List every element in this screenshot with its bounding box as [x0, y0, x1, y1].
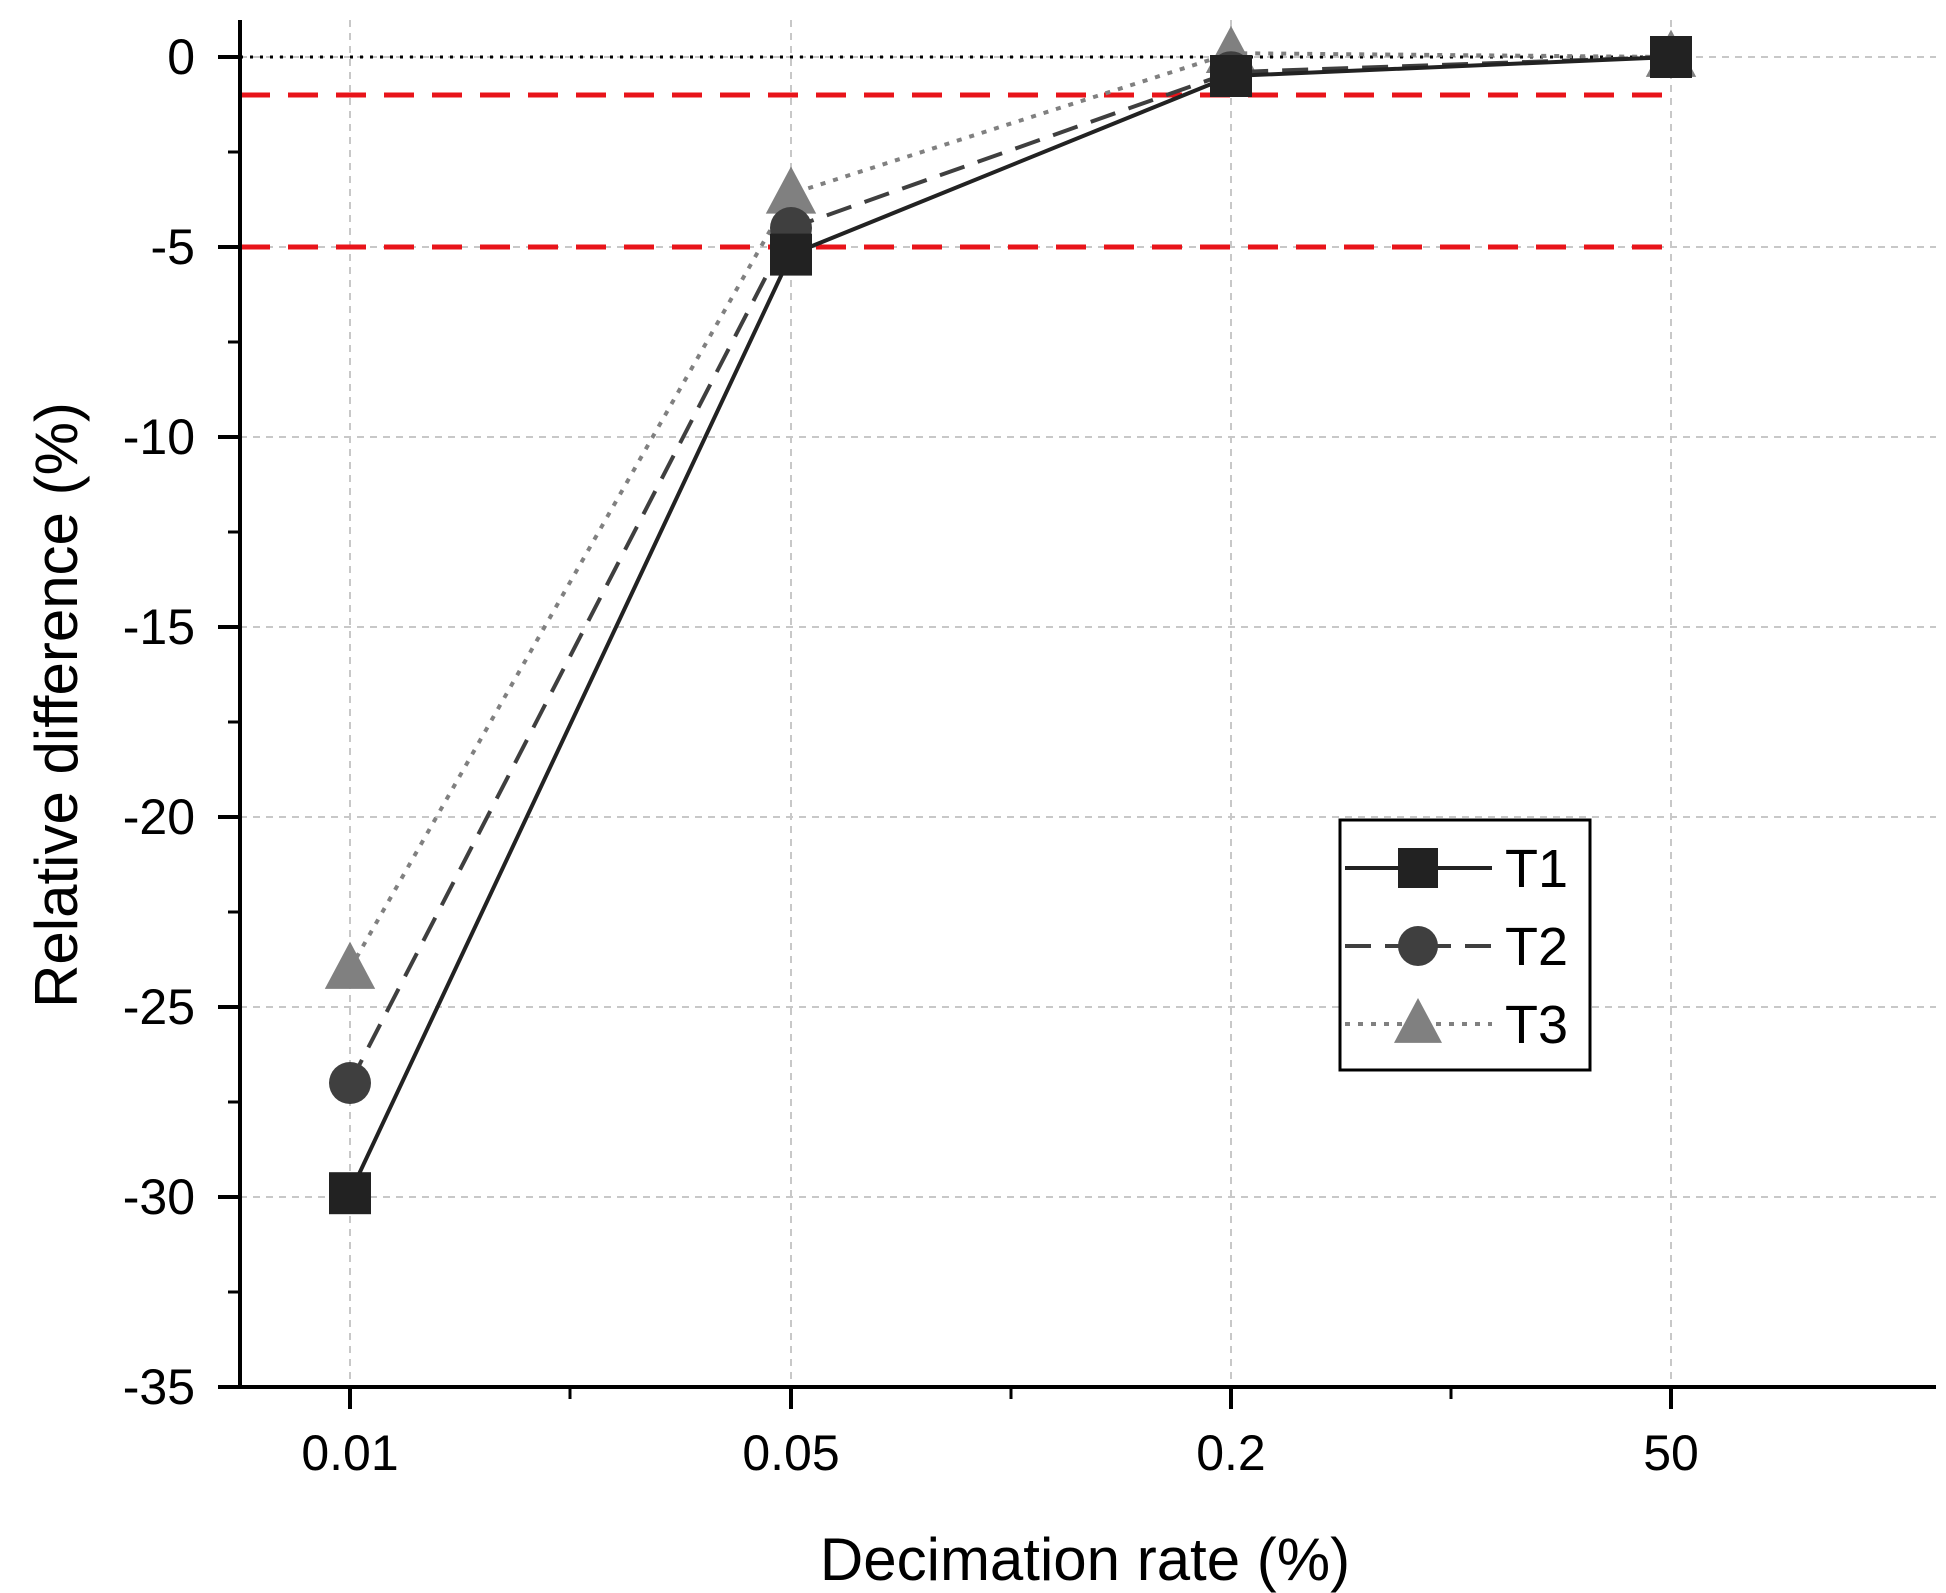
- y-tick-label: -10: [123, 409, 195, 465]
- data-point: [1650, 36, 1692, 78]
- legend-item-T3: T3: [1345, 995, 1568, 1055]
- tick-labels: 0 -5 -10 -15 -20 -25 -30 -35 0.01 0.05 0.2 50: [123, 29, 1699, 1481]
- y-tick-label: -15: [123, 599, 195, 655]
- data-point: [1398, 926, 1438, 966]
- data-point: [765, 166, 817, 214]
- series-T1: [329, 36, 1692, 1215]
- data-point: [329, 1062, 371, 1104]
- y-axis-title: Relative difference (%): [23, 402, 90, 1008]
- data-point: [1398, 848, 1438, 888]
- data-point: [1210, 55, 1252, 97]
- legend-item-T1: T1: [1345, 839, 1568, 899]
- data-point: [1394, 997, 1442, 1043]
- legend-label-T2: T2: [1505, 917, 1568, 977]
- series-line-T1: [348, 55, 1672, 1195]
- y-tick-label: -25: [123, 979, 195, 1035]
- axes: [218, 20, 1936, 1409]
- data-point: [329, 1172, 371, 1215]
- grid: [240, 20, 1936, 1387]
- x-axis-title: Decimation rate (%): [820, 1526, 1350, 1593]
- y-tick-label: -35: [123, 1359, 195, 1415]
- series-layer: [324, 25, 1697, 1215]
- x-tick-label: 0.05: [742, 1425, 839, 1481]
- x-tick-label: 0.2: [1196, 1425, 1266, 1481]
- data-point: [770, 233, 812, 276]
- legend-label-T1: T1: [1505, 839, 1568, 899]
- series-line-T3: [348, 51, 1672, 970]
- y-tick-label: -20: [123, 789, 195, 845]
- y-tick-label: 0: [167, 29, 195, 85]
- legend: T1 T2 T3: [1338, 818, 1592, 1072]
- data-point: [324, 941, 376, 989]
- y-tick-label: -30: [123, 1169, 195, 1225]
- x-tick-label: 0.01: [301, 1425, 398, 1481]
- legend-item-T2: T2: [1345, 917, 1568, 977]
- x-tick-label: 50: [1643, 1425, 1699, 1481]
- y-tick-label: -5: [151, 219, 195, 275]
- reference-lines: [240, 55, 1671, 250]
- legend-label-T3: T3: [1505, 995, 1568, 1055]
